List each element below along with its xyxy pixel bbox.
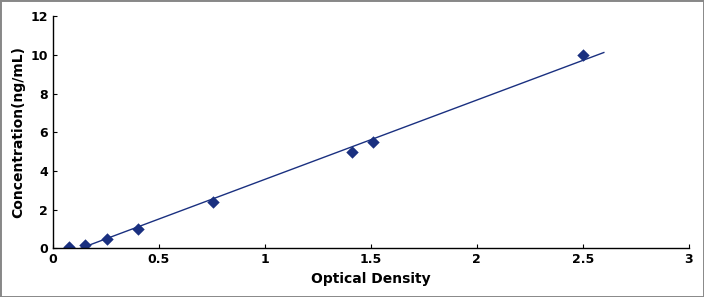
Point <box>80 242 91 247</box>
Point <box>346 149 358 154</box>
Point <box>63 244 75 249</box>
Point <box>367 140 379 144</box>
Y-axis label: Concentration(ng/mL): Concentration(ng/mL) <box>11 46 25 218</box>
Point <box>101 236 113 241</box>
Point <box>577 53 589 57</box>
Point <box>208 200 219 204</box>
X-axis label: Optical Density: Optical Density <box>311 272 431 286</box>
Point <box>132 227 144 231</box>
